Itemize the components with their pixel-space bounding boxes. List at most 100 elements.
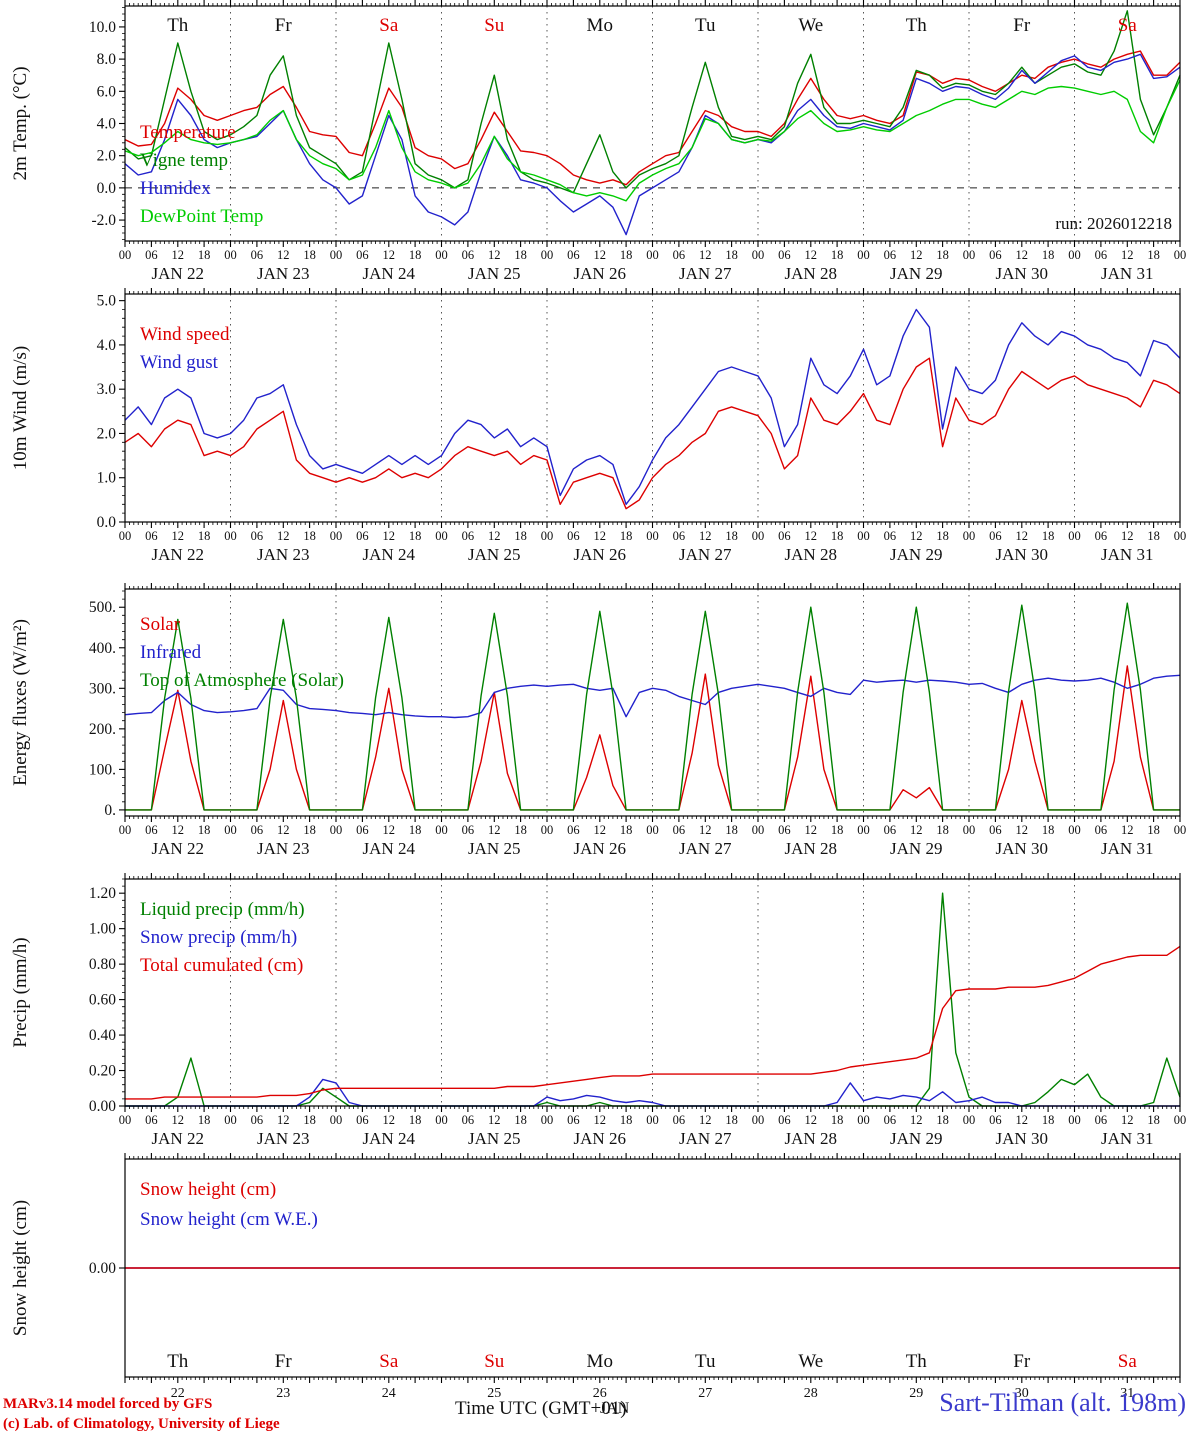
svg-text:6.0: 6.0 bbox=[97, 83, 117, 100]
svg-text:Snow height (cm): Snow height (cm) bbox=[140, 1179, 276, 1200]
svg-text:JAN 26: JAN 26 bbox=[574, 264, 626, 283]
svg-text:18: 18 bbox=[936, 248, 949, 262]
svg-text:18: 18 bbox=[620, 823, 633, 837]
svg-text:Temperature: Temperature bbox=[140, 122, 236, 143]
svg-text:06: 06 bbox=[356, 1113, 369, 1127]
svg-text:JAN 25: JAN 25 bbox=[468, 264, 520, 283]
x-axis-title: Time UTC (GMT+01) bbox=[455, 1398, 627, 1419]
svg-text:Th: Th bbox=[167, 15, 189, 36]
svg-text:06: 06 bbox=[1095, 248, 1108, 262]
svg-text:06: 06 bbox=[356, 248, 369, 262]
svg-text:Mo: Mo bbox=[587, 15, 613, 36]
svg-text:12: 12 bbox=[594, 1113, 607, 1127]
svg-text:00: 00 bbox=[330, 529, 343, 543]
svg-text:12: 12 bbox=[805, 529, 818, 543]
svg-text:5.0: 5.0 bbox=[97, 293, 117, 310]
svg-text:JAN 28: JAN 28 bbox=[785, 545, 837, 564]
svg-text:Fr: Fr bbox=[1013, 1351, 1031, 1372]
svg-text:0.00: 0.00 bbox=[89, 1260, 116, 1277]
svg-text:25: 25 bbox=[487, 1386, 501, 1401]
svg-text:JAN 30: JAN 30 bbox=[996, 545, 1048, 564]
svg-text:2.0: 2.0 bbox=[97, 148, 117, 165]
svg-text:JAN 25: JAN 25 bbox=[468, 839, 520, 858]
svg-text:06: 06 bbox=[145, 248, 158, 262]
svg-text:00: 00 bbox=[857, 529, 870, 543]
svg-text:06: 06 bbox=[251, 529, 264, 543]
svg-text:26: 26 bbox=[593, 1386, 607, 1401]
svg-text:00: 00 bbox=[1174, 248, 1187, 262]
svg-text:12: 12 bbox=[172, 529, 185, 543]
svg-text:06: 06 bbox=[1095, 823, 1108, 837]
svg-text:06: 06 bbox=[145, 529, 158, 543]
svg-text:06: 06 bbox=[884, 1113, 897, 1127]
svg-text:06: 06 bbox=[884, 529, 897, 543]
svg-text:JAN 29: JAN 29 bbox=[890, 545, 942, 564]
svg-text:200.: 200. bbox=[89, 721, 116, 738]
svg-text:Total cumulated (cm): Total cumulated (cm) bbox=[140, 955, 303, 976]
svg-text:06: 06 bbox=[989, 248, 1002, 262]
svg-text:12: 12 bbox=[699, 248, 712, 262]
svg-text:12: 12 bbox=[488, 1113, 501, 1127]
svg-text:12: 12 bbox=[488, 529, 501, 543]
svg-text:00: 00 bbox=[963, 823, 976, 837]
svg-text:Top of Atmosphere (Solar): Top of Atmosphere (Solar) bbox=[140, 670, 344, 691]
svg-text:4.0: 4.0 bbox=[97, 337, 117, 354]
svg-text:12: 12 bbox=[910, 823, 923, 837]
svg-text:JAN 22: JAN 22 bbox=[152, 264, 204, 283]
svg-text:Liquid precip (mm/h): Liquid precip (mm/h) bbox=[140, 899, 305, 920]
svg-text:18: 18 bbox=[514, 1113, 527, 1127]
svg-text:JAN 22: JAN 22 bbox=[152, 839, 204, 858]
svg-text:00: 00 bbox=[541, 823, 554, 837]
svg-text:JAN 29: JAN 29 bbox=[890, 1129, 942, 1148]
svg-text:JAN 29: JAN 29 bbox=[890, 264, 942, 283]
svg-text:0.60: 0.60 bbox=[89, 992, 116, 1009]
svg-text:18: 18 bbox=[936, 529, 949, 543]
svg-text:JAN 25: JAN 25 bbox=[468, 545, 520, 564]
svg-text:12: 12 bbox=[1121, 529, 1134, 543]
svg-text:00: 00 bbox=[119, 529, 132, 543]
svg-text:12: 12 bbox=[172, 1113, 185, 1127]
svg-text:0.0: 0.0 bbox=[97, 180, 117, 197]
svg-text:JAN 28: JAN 28 bbox=[785, 1129, 837, 1148]
svg-text:18: 18 bbox=[303, 823, 316, 837]
svg-text:12: 12 bbox=[488, 248, 501, 262]
svg-text:00: 00 bbox=[1174, 529, 1187, 543]
svg-text:00: 00 bbox=[752, 529, 765, 543]
svg-text:0.80: 0.80 bbox=[89, 956, 116, 973]
svg-text:JAN 31: JAN 31 bbox=[1101, 839, 1153, 858]
svg-text:00: 00 bbox=[1174, 1113, 1187, 1127]
svg-text:Wind gust: Wind gust bbox=[140, 352, 219, 373]
svg-text:06: 06 bbox=[356, 529, 369, 543]
svg-text:JAN 31: JAN 31 bbox=[1101, 1129, 1153, 1148]
svg-text:JAN 22: JAN 22 bbox=[152, 545, 204, 564]
svg-text:JAN 26: JAN 26 bbox=[574, 1129, 626, 1148]
svg-text:06: 06 bbox=[1095, 1113, 1108, 1127]
svg-text:Th: Th bbox=[906, 1351, 928, 1372]
svg-text:29: 29 bbox=[909, 1386, 923, 1401]
svg-text:18: 18 bbox=[409, 823, 422, 837]
svg-text:00: 00 bbox=[963, 1113, 976, 1127]
svg-text:JAN 23: JAN 23 bbox=[257, 839, 309, 858]
svg-text:00: 00 bbox=[330, 823, 343, 837]
svg-text:06: 06 bbox=[673, 823, 686, 837]
svg-text:12: 12 bbox=[1016, 1113, 1029, 1127]
svg-text:00: 00 bbox=[119, 1113, 132, 1127]
svg-text:12: 12 bbox=[277, 823, 290, 837]
svg-text:Mo: Mo bbox=[587, 1351, 613, 1372]
svg-text:Tu: Tu bbox=[695, 15, 716, 36]
svg-text:run: 2026012218: run: 2026012218 bbox=[1055, 214, 1172, 233]
svg-text:00: 00 bbox=[435, 1113, 448, 1127]
svg-text:06: 06 bbox=[567, 1113, 580, 1127]
svg-text:18: 18 bbox=[198, 529, 211, 543]
svg-text:Solar: Solar bbox=[140, 614, 181, 635]
svg-text:18: 18 bbox=[1147, 248, 1160, 262]
svg-text:2m Temp. (°C): 2m Temp. (°C) bbox=[10, 66, 31, 180]
svg-text:0.40: 0.40 bbox=[89, 1027, 116, 1044]
svg-text:23: 23 bbox=[276, 1386, 290, 1401]
svg-text:00: 00 bbox=[330, 248, 343, 262]
svg-text:00: 00 bbox=[646, 248, 659, 262]
svg-text:18: 18 bbox=[1147, 1113, 1160, 1127]
svg-text:00: 00 bbox=[646, 823, 659, 837]
svg-text:12: 12 bbox=[488, 823, 501, 837]
svg-text:Snow precip (mm/h): Snow precip (mm/h) bbox=[140, 927, 297, 948]
